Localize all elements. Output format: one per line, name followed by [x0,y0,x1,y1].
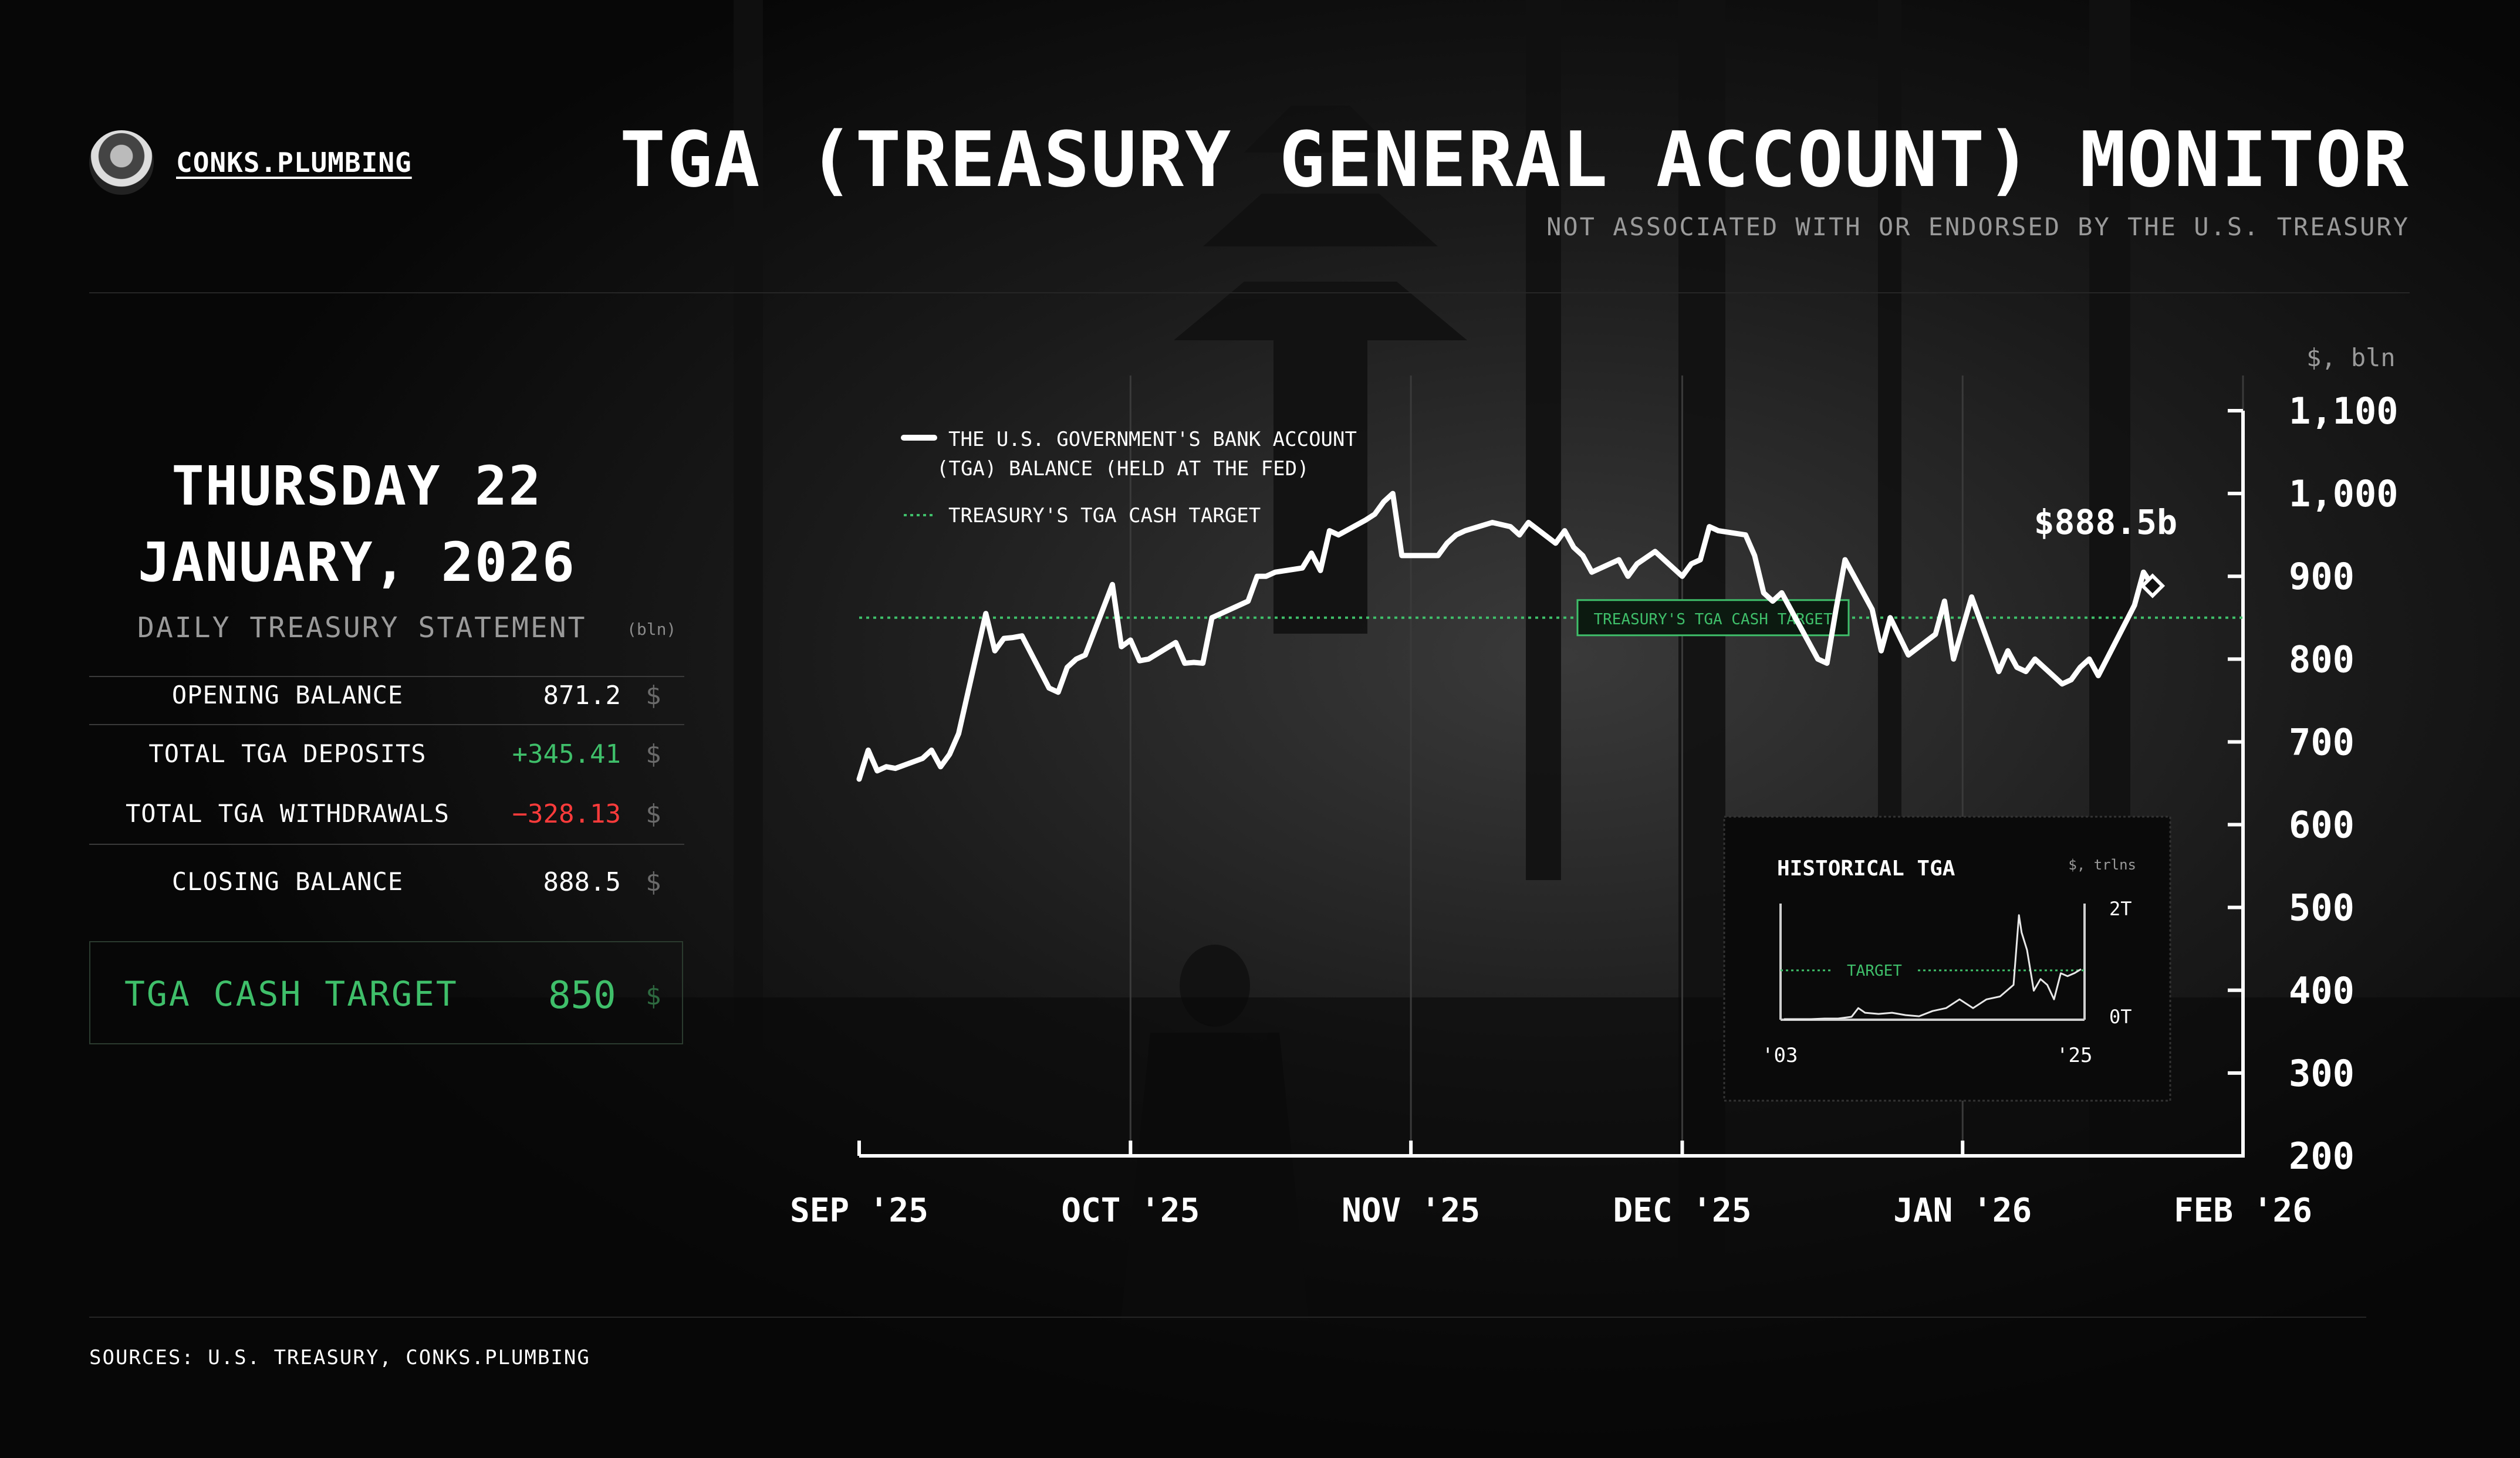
x-tick-label: NOV '25 [1342,1192,1480,1230]
y-tick-label: 1,100 [2289,390,2399,432]
row-currency-deposits: $ [646,739,661,769]
page-title: TGA (TREASURY GENERAL ACCOUNT) MONITOR [619,115,2410,204]
historical-tga-inset: HISTORICAL TGA $, trlns 2T 0T '03 '25 TARGET [1723,816,2171,1102]
y-tick-label: 500 [2289,887,2355,929]
legend-label-balance: THE U.S. GOVERNMENT'S BANK ACCOUNT [948,428,1357,451]
row-currency-withdrawals: $ [646,799,661,829]
x-tick-label: OCT '25 [1061,1192,1200,1230]
cash-target-currency: $ [646,981,661,1011]
header-divider [89,292,2410,293]
legend-label-balance: (TGA) BALANCE (HELD AT THE FED) [937,457,1309,481]
y-tick-label: 300 [2289,1052,2355,1095]
x-tick-label: JAN '26 [1893,1192,2032,1230]
table-divider [89,844,684,845]
last-value-marker [2140,573,2166,598]
date-line-2: JANUARY, 2026 [137,531,576,594]
statement-label: DAILY TREASURY STATEMENT [137,611,587,644]
row-label-deposits: TOTAL TGA DEPOSITS [148,739,427,768]
inset-title: HISTORICAL TGA [1777,857,1955,881]
inset-x-tick-label: '03 [1762,1044,1798,1067]
row-value-withdrawals: −328.13 [512,799,621,829]
cash-target-box [89,941,683,1044]
y-tick-label: 900 [2289,555,2355,598]
inset-y-tick-label: 0T [2109,1006,2132,1028]
cash-target-value: 850 [548,974,616,1017]
y-tick-label: 400 [2289,969,2355,1012]
inset-y-unit: $, trlns [2068,857,2136,873]
statement-date: THURSDAY 22 JANUARY, 2026 [89,448,624,601]
row-label-opening: OPENING BALANCE [171,681,404,709]
table-divider [89,724,684,725]
inset-historical-line [1784,914,2082,1020]
inset-target-label-bg [1833,959,1916,981]
row-label-closing: CLOSING BALANCE [171,867,404,896]
y-tick-label: 1,000 [2289,472,2399,515]
row-value-closing: 888.5 [543,867,621,897]
y-tick-label: 600 [2289,804,2355,847]
inset-y-tick-label: 2T [2109,898,2132,920]
brand[interactable]: CONKS.PLUMBING [89,130,412,195]
sources: SOURCES: U.S. TREASURY, CONKS.PLUMBING [89,1346,590,1369]
row-label-withdrawals: TOTAL TGA WITHDRAWALS [125,799,450,828]
y-tick-label: 200 [2289,1135,2355,1178]
brand-link[interactable]: CONKS.PLUMBING [176,147,412,178]
table-divider [89,676,684,677]
y-tick-label: 800 [2289,638,2355,681]
footer-divider [89,1317,2366,1318]
x-tick-label: DEC '25 [1613,1192,1751,1230]
unit-label: (bln) [627,620,677,639]
inset-frame [1723,816,2171,1102]
ninja-avatar-icon [89,130,154,195]
cash-target-label: TGA CASH TARGET [124,974,458,1014]
inset-target-label: TARGET [1847,962,1902,980]
last-value-label: $888.5b [2034,502,2177,542]
row-value-opening: 871.2 [543,681,621,711]
legend-label-target: TREASURY'S TGA CASH TARGET [948,504,1261,527]
y-axis-unit: $, bln [2306,343,2396,372]
x-tick-label: SEP '25 [790,1192,928,1230]
row-currency-opening: $ [646,681,661,711]
tga-balance-line [856,490,2156,782]
x-tick-label: FEB '26 [2174,1192,2312,1230]
y-tick-label: 700 [2289,720,2355,763]
row-currency-closing: $ [646,867,661,897]
inset-x-tick-label: '25 [2056,1044,2092,1067]
date-line-1: THURSDAY 22 [171,455,542,517]
row-value-deposits: +345.41 [512,739,621,769]
disclaimer: NOT ASSOCIATED WITH OR ENDORSED BY THE U… [1546,212,2410,241]
